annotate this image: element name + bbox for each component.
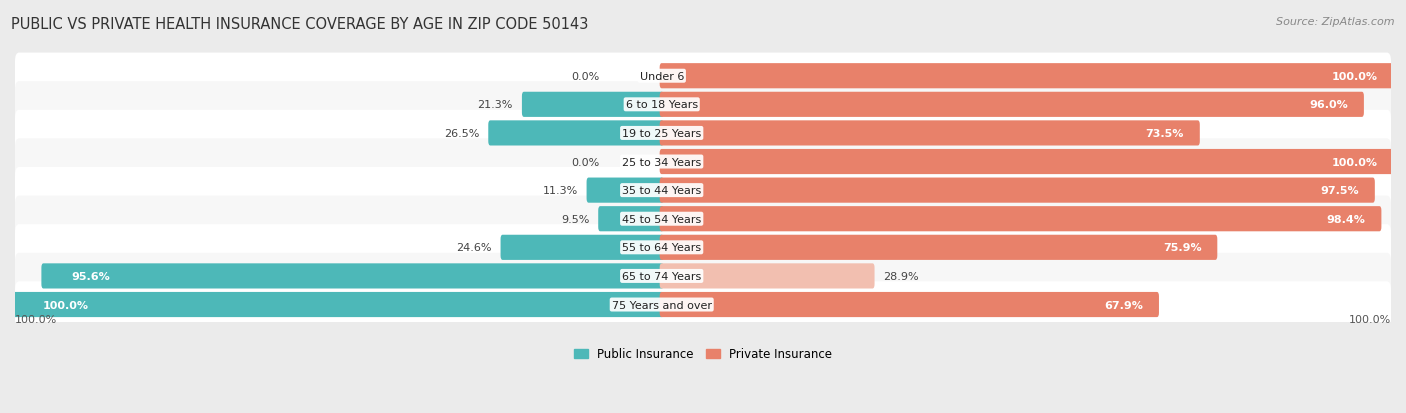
- Text: 96.0%: 96.0%: [1309, 100, 1348, 110]
- FancyBboxPatch shape: [598, 206, 664, 232]
- Text: 28.9%: 28.9%: [883, 271, 920, 281]
- Text: 25 to 34 Years: 25 to 34 Years: [621, 157, 702, 167]
- FancyBboxPatch shape: [659, 206, 1382, 232]
- Text: 100.0%: 100.0%: [1331, 71, 1378, 81]
- Text: 26.5%: 26.5%: [444, 128, 479, 139]
- Text: 100.0%: 100.0%: [1331, 157, 1378, 167]
- FancyBboxPatch shape: [15, 168, 1391, 214]
- Text: 45 to 54 Years: 45 to 54 Years: [621, 214, 702, 224]
- Text: 0.0%: 0.0%: [572, 157, 600, 167]
- Text: 98.4%: 98.4%: [1327, 214, 1365, 224]
- FancyBboxPatch shape: [659, 235, 1218, 260]
- Text: 35 to 44 Years: 35 to 44 Years: [621, 186, 702, 196]
- FancyBboxPatch shape: [15, 82, 1391, 128]
- FancyBboxPatch shape: [15, 196, 1391, 242]
- FancyBboxPatch shape: [15, 253, 1391, 299]
- FancyBboxPatch shape: [15, 53, 1391, 100]
- Text: 65 to 74 Years: 65 to 74 Years: [621, 271, 702, 281]
- FancyBboxPatch shape: [659, 150, 1393, 175]
- Text: 55 to 64 Years: 55 to 64 Years: [623, 243, 702, 253]
- Text: 0.0%: 0.0%: [572, 71, 600, 81]
- Text: Under 6: Under 6: [640, 71, 683, 81]
- Text: 95.6%: 95.6%: [70, 271, 110, 281]
- FancyBboxPatch shape: [659, 292, 1159, 317]
- Text: 100.0%: 100.0%: [1348, 315, 1391, 325]
- FancyBboxPatch shape: [488, 121, 664, 146]
- FancyBboxPatch shape: [15, 225, 1391, 271]
- Legend: Public Insurance, Private Insurance: Public Insurance, Private Insurance: [569, 343, 837, 366]
- FancyBboxPatch shape: [659, 263, 875, 289]
- FancyBboxPatch shape: [659, 93, 1364, 118]
- Text: Source: ZipAtlas.com: Source: ZipAtlas.com: [1277, 17, 1395, 26]
- FancyBboxPatch shape: [659, 178, 1375, 203]
- Text: 97.5%: 97.5%: [1320, 186, 1360, 196]
- FancyBboxPatch shape: [15, 139, 1391, 185]
- FancyBboxPatch shape: [13, 292, 664, 317]
- Text: 73.5%: 73.5%: [1146, 128, 1184, 139]
- Text: 75 Years and over: 75 Years and over: [612, 300, 711, 310]
- FancyBboxPatch shape: [41, 263, 664, 289]
- Text: 11.3%: 11.3%: [543, 186, 578, 196]
- Text: 19 to 25 Years: 19 to 25 Years: [621, 128, 702, 139]
- FancyBboxPatch shape: [586, 178, 664, 203]
- Text: 100.0%: 100.0%: [42, 300, 89, 310]
- Text: 75.9%: 75.9%: [1163, 243, 1202, 253]
- Text: 6 to 18 Years: 6 to 18 Years: [626, 100, 697, 110]
- FancyBboxPatch shape: [659, 64, 1393, 89]
- FancyBboxPatch shape: [501, 235, 664, 260]
- FancyBboxPatch shape: [659, 121, 1199, 146]
- FancyBboxPatch shape: [15, 111, 1391, 157]
- Text: PUBLIC VS PRIVATE HEALTH INSURANCE COVERAGE BY AGE IN ZIP CODE 50143: PUBLIC VS PRIVATE HEALTH INSURANCE COVER…: [11, 17, 589, 31]
- Text: 67.9%: 67.9%: [1104, 300, 1143, 310]
- Text: 9.5%: 9.5%: [561, 214, 589, 224]
- Text: 24.6%: 24.6%: [456, 243, 492, 253]
- FancyBboxPatch shape: [522, 93, 664, 118]
- Text: 21.3%: 21.3%: [478, 100, 513, 110]
- Text: 100.0%: 100.0%: [15, 315, 58, 325]
- FancyBboxPatch shape: [15, 282, 1391, 328]
